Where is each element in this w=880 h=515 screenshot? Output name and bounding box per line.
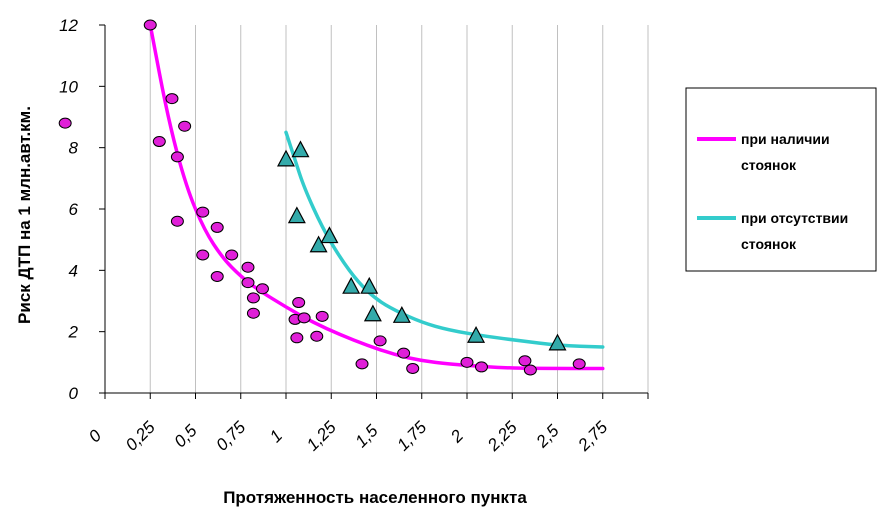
point-series-0-13 <box>241 277 255 289</box>
x-axis-title: Протяженность населенного пункта <box>223 488 527 507</box>
point-series-1-4 <box>320 226 339 244</box>
legend-label-with-parking-line1: при наличии <box>741 131 830 147</box>
point-series-0-6 <box>170 215 184 227</box>
x-tick-label-9: 2,25 <box>483 417 521 455</box>
point-series-0-27 <box>460 356 474 368</box>
point-series-1-9 <box>467 325 486 343</box>
point-series-0-9 <box>210 221 224 233</box>
point-series-0-10 <box>210 270 224 282</box>
x-tick-label-11: 2,75 <box>574 417 612 455</box>
x-tick-label-2: 0,5 <box>171 421 202 452</box>
point-series-0-21 <box>310 330 324 342</box>
point-series-0-28 <box>474 361 488 373</box>
legend-label-with-parking-line2: стоянок <box>741 157 797 173</box>
data-points <box>58 19 586 376</box>
x-tick-label-5: 1,25 <box>303 417 340 454</box>
y-tick-label-6: 12 <box>59 16 78 35</box>
point-series-1-6 <box>360 276 379 294</box>
point-series-0-8 <box>196 249 210 261</box>
y-tick-label-1: 2 <box>68 323 79 342</box>
x-tick-label-8: 2 <box>446 426 467 447</box>
point-series-1-10 <box>548 333 567 351</box>
point-series-0-29 <box>518 355 532 367</box>
y-tick-label-2: 4 <box>69 261 78 280</box>
trend-line-series-1 <box>284 130 605 349</box>
x-tick-label-10: 2,5 <box>532 421 563 452</box>
point-series-0-0 <box>58 117 72 129</box>
x-tick-label-4: 1 <box>266 426 286 446</box>
point-series-1-0 <box>277 149 295 167</box>
point-series-0-24 <box>373 335 387 347</box>
point-series-0-4 <box>170 151 184 163</box>
x-tick-label-3: 0,75 <box>212 417 249 454</box>
point-series-0-3 <box>165 93 179 105</box>
point-series-0-20 <box>297 312 311 324</box>
point-series-0-7 <box>196 206 210 218</box>
y-axis-title: Риск ДТП на 1 млн.авт.км. <box>15 106 34 324</box>
point-series-0-23 <box>355 358 369 370</box>
point-series-0-31 <box>572 358 586 370</box>
point-series-0-11 <box>225 249 239 261</box>
point-series-1-1 <box>287 206 306 224</box>
grid-layer <box>149 25 649 393</box>
point-series-0-2 <box>152 136 166 148</box>
point-series-0-18 <box>290 332 304 344</box>
point-series-1-2 <box>291 140 310 158</box>
x-tick-label-6: 1,5 <box>352 421 383 452</box>
point-series-0-19 <box>292 297 306 309</box>
x-tick-label-0: 0 <box>85 426 106 447</box>
point-series-0-26 <box>406 362 420 374</box>
point-series-0-12 <box>241 261 255 273</box>
y-tick-labels: 0 2 4 6 8 10 12 <box>59 16 105 403</box>
point-series-1-7 <box>363 304 382 322</box>
y-tick-label-4: 8 <box>69 139 79 158</box>
point-series-0-25 <box>397 347 411 359</box>
legend-label-without-parking-line2: стоянок <box>741 236 797 252</box>
y-tick-label-0: 0 <box>69 384 79 403</box>
point-series-0-14 <box>246 292 260 304</box>
y-tick-label-3: 6 <box>69 200 79 219</box>
legend-label-without-parking-line1: при отсутствии <box>741 210 848 226</box>
legend: при наличии стоянок при отсутствии стоян… <box>685 87 877 272</box>
point-series-0-22 <box>315 310 329 322</box>
point-series-1-5 <box>342 276 361 294</box>
point-series-0-16 <box>255 283 269 295</box>
point-series-0-1 <box>143 19 157 31</box>
x-tick-label-1: 0,25 <box>122 417 159 454</box>
point-series-0-5 <box>178 120 192 132</box>
point-series-1-3 <box>309 235 328 253</box>
x-tick-label-7: 1,75 <box>393 417 430 454</box>
point-series-0-15 <box>246 307 260 319</box>
x-tick-labels: 0 0,25 0,5 0,75 1 1,25 1,5 1,75 2 2,25 2,5 2,75 <box>85 393 649 455</box>
legend-box <box>685 87 877 272</box>
point-series-1-8 <box>392 306 411 323</box>
point-series-0-30 <box>523 364 537 376</box>
y-tick-label-5: 10 <box>59 77 78 96</box>
